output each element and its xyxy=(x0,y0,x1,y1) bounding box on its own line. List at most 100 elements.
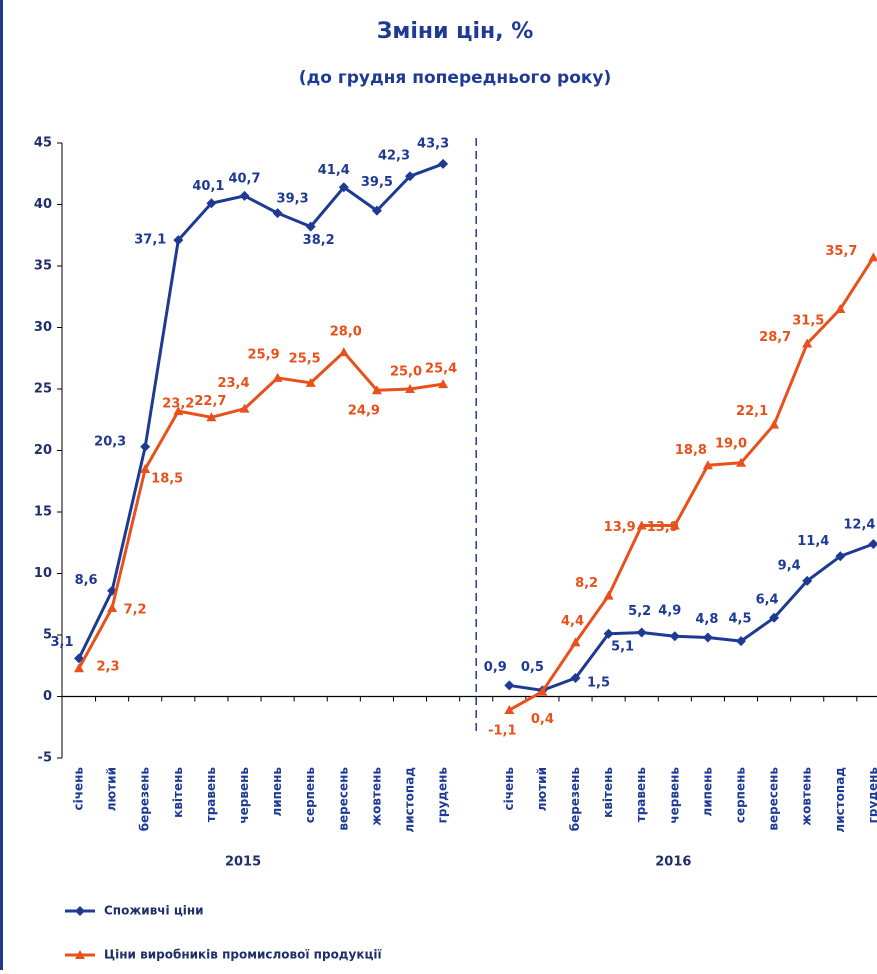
data-label: 39,5 xyxy=(361,175,393,190)
data-label: 22,1 xyxy=(736,404,768,419)
marker xyxy=(769,612,780,623)
chart-subtitle: (до грудня попереднього року) xyxy=(299,68,612,88)
marker xyxy=(371,205,382,216)
data-label: 0,5 xyxy=(521,660,544,675)
data-label: 31,5 xyxy=(792,314,824,329)
marker xyxy=(570,673,581,684)
marker xyxy=(603,590,614,600)
series-line xyxy=(77,256,875,712)
x-tick-label: грудень xyxy=(866,767,877,824)
y-tick-label: 40 xyxy=(34,197,52,212)
data-label: 35,7 xyxy=(825,244,857,259)
x-tick-label: вересень xyxy=(336,767,350,831)
marker xyxy=(702,632,713,643)
data-label: 13,9 xyxy=(604,520,636,535)
marker xyxy=(868,252,877,262)
data-label: 22,7 xyxy=(194,394,226,409)
y-tick-label: 10 xyxy=(34,566,52,581)
data-label: 0,4 xyxy=(531,712,554,727)
marker xyxy=(405,384,415,393)
marker xyxy=(736,457,746,467)
data-label: 25,9 xyxy=(248,347,280,362)
x-tick-label: травень xyxy=(634,767,648,823)
marker xyxy=(802,575,813,586)
marker xyxy=(338,182,349,193)
x-tick-label: липень xyxy=(270,767,284,817)
data-label: 12,4 xyxy=(843,517,875,532)
data-label: 28,0 xyxy=(330,325,362,340)
legend-label: Споживчі ціни xyxy=(104,904,204,918)
y-tick-label: 35 xyxy=(34,259,52,274)
data-label: 2,3 xyxy=(96,660,119,675)
marker xyxy=(272,372,283,382)
data-label: 4,4 xyxy=(561,614,584,629)
data-label: 37,1 xyxy=(134,233,166,248)
marker xyxy=(868,538,877,549)
marker xyxy=(570,637,581,647)
marker xyxy=(736,636,746,647)
y-tick-label: 5 xyxy=(43,628,52,643)
data-label: 25,0 xyxy=(390,365,422,380)
marker xyxy=(769,419,780,429)
x-tick-label: лютий xyxy=(535,767,549,811)
data-label: 25,4 xyxy=(425,362,457,377)
marker xyxy=(239,190,250,201)
data-label: 13,9 xyxy=(647,520,679,535)
data-label: 7,2 xyxy=(124,602,147,617)
data-label: 28,7 xyxy=(759,330,791,345)
marker xyxy=(206,412,217,422)
data-label: 40,7 xyxy=(228,171,260,186)
data-label: 5,2 xyxy=(628,604,651,619)
marker xyxy=(835,304,846,314)
x-tick-label: листопад xyxy=(833,767,847,833)
x-tick-label: червень xyxy=(237,767,251,824)
marker xyxy=(173,235,184,246)
marker xyxy=(702,460,713,470)
marker xyxy=(173,406,184,416)
marker xyxy=(75,906,85,916)
marker xyxy=(405,171,415,182)
data-label: 6,4 xyxy=(756,592,779,607)
marker xyxy=(75,950,85,959)
data-label: 39,3 xyxy=(277,192,309,207)
marker xyxy=(669,631,680,642)
marker xyxy=(74,663,84,673)
chart-title: Зміни цін, % xyxy=(377,19,534,44)
marker xyxy=(305,377,316,387)
marker xyxy=(107,602,118,612)
data-label: 1,5 xyxy=(587,676,610,691)
group-label: 2016 xyxy=(655,855,691,870)
data-label: 18,5 xyxy=(151,471,183,486)
data-label: 42,3 xyxy=(378,149,410,164)
data-label: 24,9 xyxy=(348,404,380,419)
x-tick-label: липень xyxy=(700,767,714,817)
data-label: 19,0 xyxy=(715,436,747,451)
marker xyxy=(636,520,647,530)
y-tick-label: -5 xyxy=(38,751,52,766)
data-label: 18,8 xyxy=(675,443,707,458)
x-tick-label: серпень xyxy=(303,767,317,824)
marker xyxy=(802,338,813,348)
marker xyxy=(239,403,250,413)
data-label: 8,2 xyxy=(575,576,598,591)
marker xyxy=(438,379,449,389)
left-border xyxy=(0,0,3,970)
data-label: 23,4 xyxy=(217,376,249,391)
marker xyxy=(272,208,283,219)
x-tick-label: жовтень xyxy=(369,767,383,826)
x-tick-label: грудень xyxy=(436,767,450,824)
x-tick-label: січень xyxy=(72,767,86,811)
data-label: 4,9 xyxy=(658,604,681,619)
marker xyxy=(636,627,647,638)
data-label: 5,1 xyxy=(611,639,634,654)
x-tick-label: червень xyxy=(667,767,681,824)
marker xyxy=(140,463,151,473)
data-label: 0,9 xyxy=(484,660,507,675)
data-label: 11,4 xyxy=(797,534,829,549)
group-label: 2015 xyxy=(225,855,261,870)
data-label: 9,4 xyxy=(778,558,801,573)
legend-label: Ціни виробників промислової продукції xyxy=(104,948,382,962)
data-label: 25,5 xyxy=(289,351,321,366)
y-tick-label: 30 xyxy=(34,320,52,335)
